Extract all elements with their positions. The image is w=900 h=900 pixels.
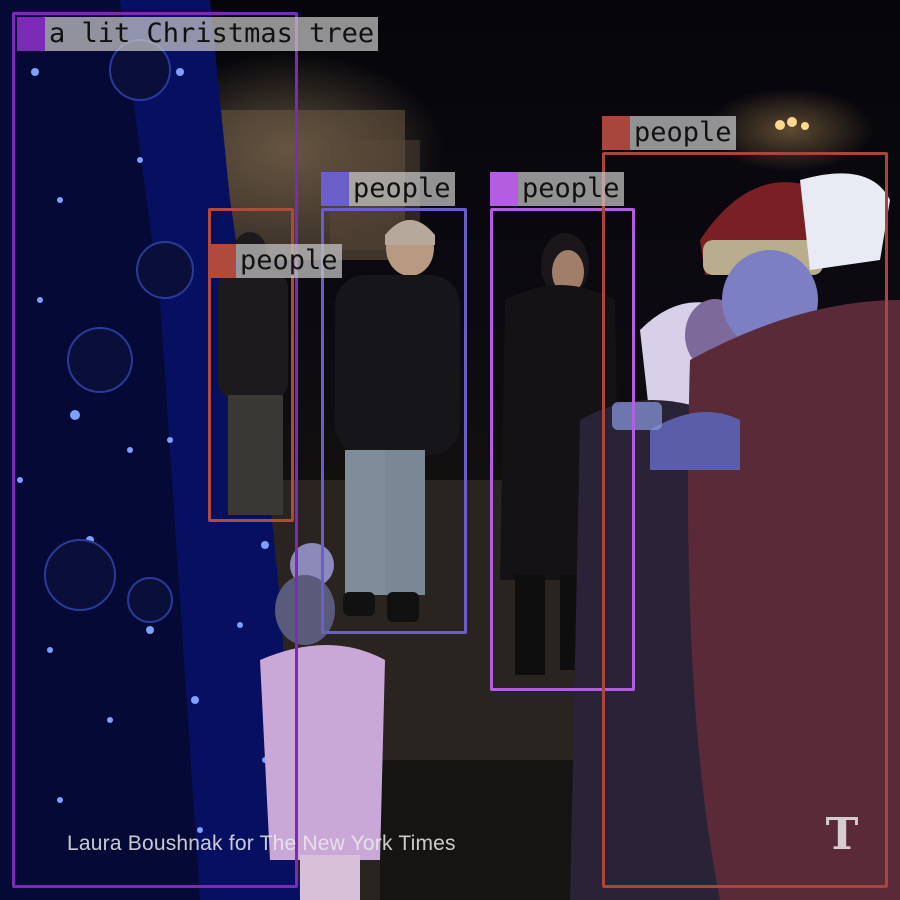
detection-label-people-center: people [321, 172, 455, 206]
christmas-tree-shadow [0, 0, 200, 900]
label-text: people [349, 172, 455, 206]
detection-label-people-woman: people [490, 172, 624, 206]
label-color-swatch [602, 116, 630, 150]
label-color-swatch [17, 17, 45, 51]
person-left [218, 232, 288, 515]
detection-label-christmas-tree: a lit Christmas tree [17, 17, 379, 51]
person-center-phone [335, 220, 460, 622]
detection-box-people-center [321, 208, 467, 634]
phone-glow [612, 402, 662, 430]
detection-box-people-left [208, 208, 294, 522]
street-lamp [775, 117, 809, 130]
label-text: people [630, 116, 736, 150]
label-color-swatch [321, 172, 349, 206]
tree-ornaments [44, 39, 194, 623]
child-pink-jacket [260, 543, 385, 900]
label-text: a lit Christmas tree [45, 17, 379, 51]
label-text: people [236, 244, 342, 278]
detection-box-people-woman [490, 208, 635, 691]
person-man-red-hat [650, 173, 900, 900]
detection-label-people-left: people [208, 244, 342, 278]
label-color-swatch [490, 172, 518, 206]
nyt-logo-icon: T [825, 809, 859, 860]
label-color-swatch [208, 244, 236, 278]
detection-label-people-right: people [602, 116, 736, 150]
photo-credit: Laura Boushnak for The New York Times [67, 832, 456, 855]
label-text: people [518, 172, 624, 206]
detection-box-christmas-tree [12, 12, 298, 888]
detection-box-people-right [602, 152, 888, 888]
